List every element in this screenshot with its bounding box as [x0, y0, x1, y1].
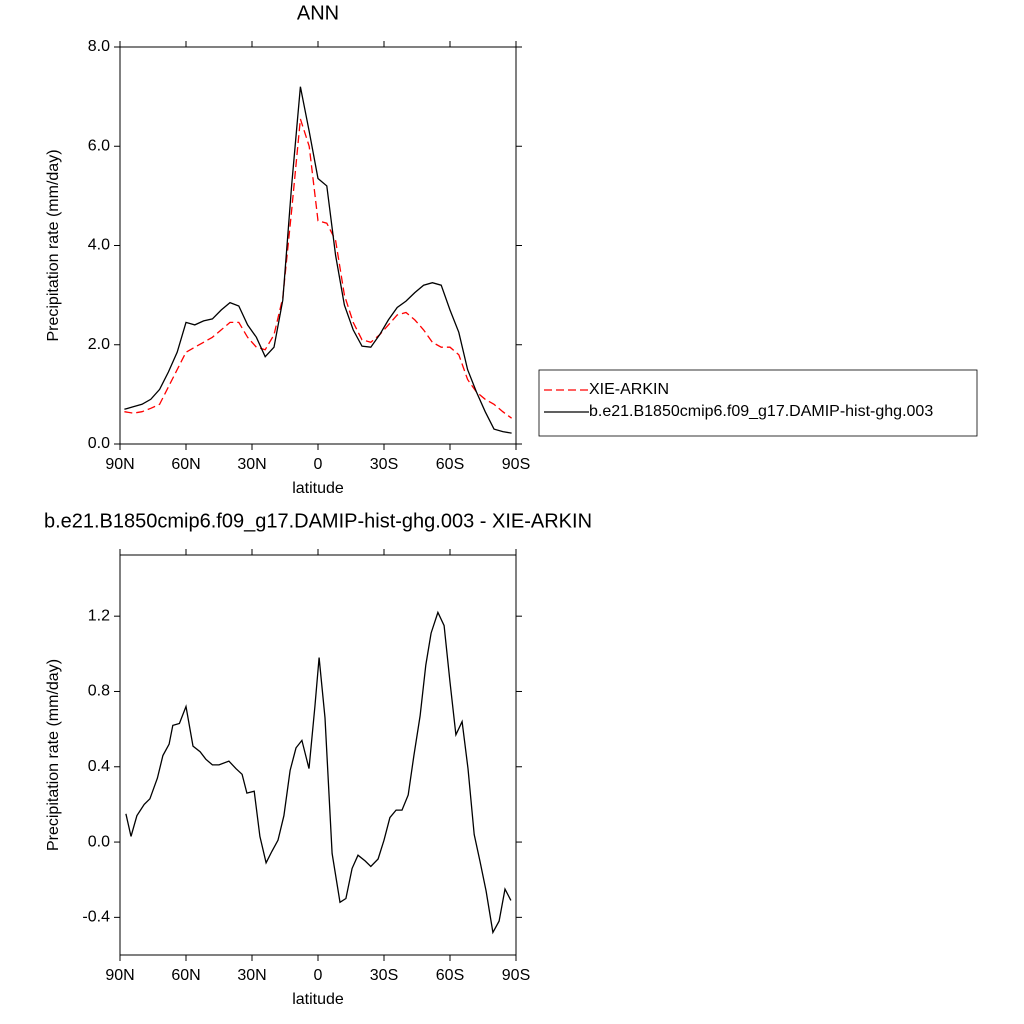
legend-label: XIE-ARKIN	[589, 381, 669, 398]
x-tick-label: 60S	[436, 967, 464, 984]
x-tick-label: 60S	[436, 456, 464, 473]
x-tick-label: 60N	[171, 967, 200, 984]
chart-title: ANN	[297, 2, 339, 24]
y-tick-label: 0.0	[88, 833, 110, 850]
y-tick-label: 6.0	[88, 137, 110, 154]
x-tick-label: 90S	[502, 967, 530, 984]
x-tick-label: 60N	[171, 456, 200, 473]
plot-frame	[119, 46, 517, 445]
y-tick-label: 2.0	[88, 336, 110, 353]
x-axis-label: latitude	[292, 991, 344, 1008]
x-tick-label: 30N	[237, 967, 266, 984]
y-axis-label: Precipitation rate (mm/day)	[45, 149, 62, 341]
y-tick-label: 8.0	[88, 38, 110, 55]
data-line	[124, 86, 512, 434]
x-tick-label: 90N	[105, 967, 134, 984]
legend-label: b.e21.B1850cmip6.f09_g17.DAMIP-hist-ghg.…	[589, 403, 933, 420]
y-tick-label: -0.4	[82, 909, 110, 926]
x-tick-label: 0	[314, 967, 323, 984]
x-tick-label: 30N	[237, 456, 266, 473]
x-tick-label: 90S	[502, 456, 530, 473]
x-tick-label: 90N	[105, 456, 134, 473]
y-tick-label: 4.0	[88, 237, 110, 254]
legend-box	[538, 369, 978, 437]
y-tick-label: 1.2	[88, 607, 110, 624]
data-line	[125, 610, 512, 935]
y-tick-label: 0.0	[88, 435, 110, 452]
y-axis-label: Precipitation rate (mm/day)	[45, 659, 62, 851]
data-line	[124, 118, 512, 419]
x-tick-label: 30S	[370, 967, 398, 984]
plot-frame	[119, 554, 517, 956]
x-tick-label: 30S	[370, 456, 398, 473]
y-tick-label: 0.8	[88, 683, 110, 700]
x-tick-label: 0	[314, 456, 323, 473]
x-axis-label: latitude	[292, 480, 344, 497]
y-tick-label: 0.4	[88, 758, 110, 775]
chart-title: b.e21.B1850cmip6.f09_g17.DAMIP-hist-ghg.…	[44, 510, 592, 532]
